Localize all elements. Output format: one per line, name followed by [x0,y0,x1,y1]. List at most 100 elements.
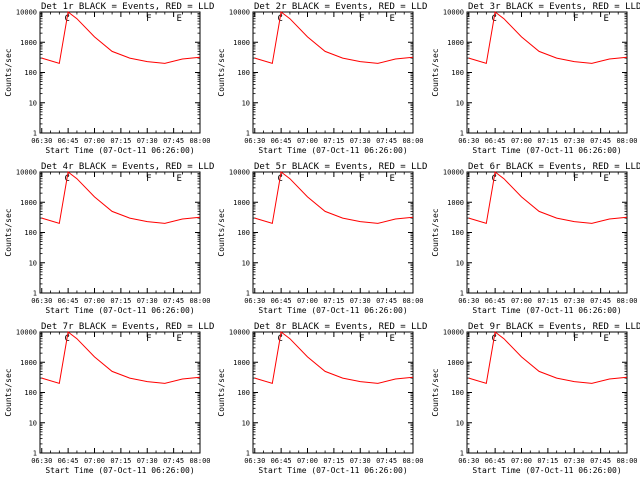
time-marker-label: F [146,14,151,24]
x-tick-label: 08:00 [189,457,210,465]
y-tick-label: 1 [33,450,37,458]
x-tick-label: 07:30 [564,137,585,145]
y-axis-label: Counts/sec [431,208,440,256]
x-tick-label: 07:30 [137,297,158,305]
y-tick-label: 10000 [443,329,464,337]
plot-frame [252,331,414,454]
y-tick-label: 100 [24,229,37,237]
panel-1r: Det 1r BLACK = Events, RED = LLD 1 10 100 10… [4,2,214,155]
y-tick-label: 1 [460,130,464,138]
y-tick-label: 100 [237,389,250,397]
time-marker-label: E [603,174,608,184]
time-marker-label: E [176,174,181,184]
x-tick-label: 07:45 [376,457,397,465]
plot-frame [39,171,201,294]
series-lld [468,331,628,385]
panel-6r: Det 6r BLACK = Events, RED = LLD 1 10 100 10… [431,162,640,315]
y-tick-label: 1 [246,290,250,298]
x-tick-label: 07:00 [84,137,105,145]
x-tick-label: 06:30 [31,297,52,305]
y-tick-label: 1000 [20,359,37,367]
series-lld [41,331,201,385]
x-tick-label: 07:15 [323,137,344,145]
y-tick-label: 1 [246,450,250,458]
x-tick-label: 08:00 [402,297,423,305]
time-marker-label: E [603,334,608,344]
panel-title: Det 8r BLACK = Events, RED = LLD [254,322,427,332]
y-tick-label: 1 [33,130,37,138]
x-tick-label: 08:00 [402,457,423,465]
x-tick-label: 07:15 [537,137,558,145]
x-tick-label: 07:15 [110,137,131,145]
y-tick-label: 1000 [20,199,37,207]
time-marker-label: E [389,174,394,184]
x-tick-label: 07:30 [137,457,158,465]
x-tick-label: 07:45 [163,457,184,465]
panel-title: Det 1r BLACK = Events, RED = LLD [41,2,214,12]
time-marker-label: F [359,14,364,24]
x-tick-label: 07:00 [297,137,318,145]
x-tick-label: 06:30 [31,457,52,465]
time-marker-label: F [146,334,151,344]
series-lld [254,331,414,385]
y-tick-label: 10000 [229,169,250,177]
panel-title: Det 7r BLACK = Events, RED = LLD [41,322,214,332]
y-tick-label: 10 [29,259,37,267]
y-tick-label: 100 [451,389,464,397]
y-tick-label: 1 [460,450,464,458]
x-tick-label: 07:15 [537,297,558,305]
plot-frame [466,331,628,454]
x-tick-label: 07:45 [163,297,184,305]
y-tick-label: 10 [456,419,464,427]
x-tick-label: 06:45 [58,297,79,305]
plot-frame [252,171,414,294]
x-axis-label: Start Time (07-Oct-11 06:26:00) [45,466,194,475]
x-tick-label: 07:45 [376,297,397,305]
x-tick-label: 06:30 [458,457,479,465]
x-tick-label: 07:30 [350,297,371,305]
x-tick-label: 06:30 [244,457,265,465]
x-tick-label: 06:30 [458,137,479,145]
plot-frame [466,171,628,294]
time-marker-label: F [359,174,364,184]
series-lld [468,171,628,225]
y-tick-label: 10000 [16,9,37,17]
x-tick-label: 06:45 [271,137,292,145]
x-tick-label: 08:00 [402,137,423,145]
y-axis-label: Counts/sec [217,208,226,256]
y-tick-label: 1000 [233,199,250,207]
time-marker-label: F [573,174,578,184]
x-tick-label: 07:00 [511,457,532,465]
series-lld [41,171,201,225]
time-marker-label: F [573,334,578,344]
y-tick-label: 1 [33,290,37,298]
x-tick-label: 07:00 [297,457,318,465]
x-tick-label: 06:45 [271,457,292,465]
x-tick-label: 07:30 [564,297,585,305]
x-axis-label: Start Time (07-Oct-11 06:26:00) [472,306,621,315]
x-tick-label: 08:00 [616,297,637,305]
x-tick-label: 07:45 [590,297,611,305]
y-tick-label: 100 [237,69,250,77]
panel-title: Det 9r BLACK = Events, RED = LLD [468,322,640,332]
x-tick-label: 06:30 [31,137,52,145]
x-tick-label: 07:00 [297,297,318,305]
panel-title: Det 2r BLACK = Events, RED = LLD [254,2,427,12]
y-tick-label: 10 [242,259,250,267]
panel-title: Det 3r BLACK = Events, RED = LLD [468,2,640,12]
series-lld [254,171,414,225]
y-axis-label: Counts/sec [431,48,440,96]
y-tick-label: 100 [24,69,37,77]
y-axis-label: Counts/sec [217,368,226,416]
panel-2r: Det 2r BLACK = Events, RED = LLD 1 10 100 10… [217,2,427,155]
y-tick-label: 1 [460,290,464,298]
x-tick-label: 08:00 [189,137,210,145]
x-tick-label: 07:30 [350,137,371,145]
x-tick-label: 06:45 [271,297,292,305]
x-tick-label: 07:15 [110,297,131,305]
series-lld [468,11,628,65]
y-tick-label: 1 [246,130,250,138]
x-tick-label: 07:00 [84,457,105,465]
y-tick-label: 10000 [229,9,250,17]
